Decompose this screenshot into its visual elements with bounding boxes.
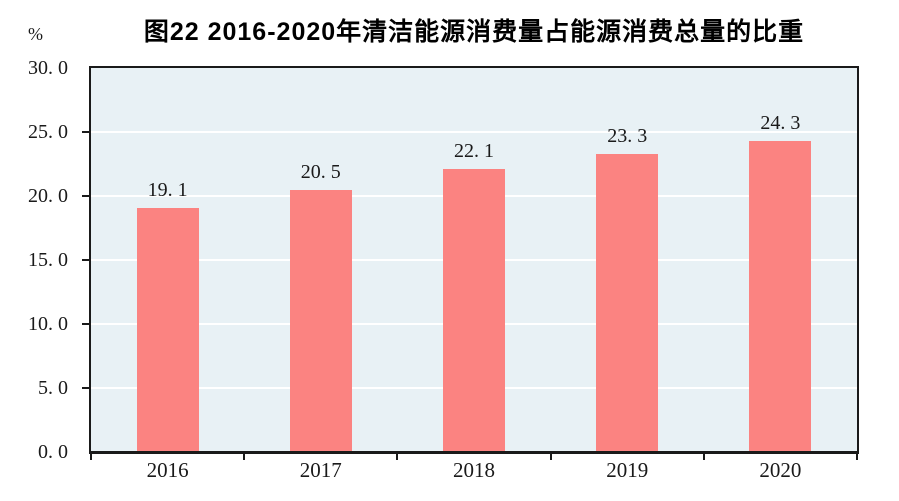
bar-2016 — [136, 207, 199, 452]
y-axis-tick-label: 30. 0 — [28, 57, 68, 79]
y-axis-unit-label: % — [28, 24, 43, 44]
y-axis-tick-label: 0. 0 — [38, 441, 68, 463]
y-axis-tick-label: 20. 0 — [28, 185, 68, 207]
x-axis-tick — [243, 452, 246, 460]
x-axis-label-2016: 2016 — [146, 458, 189, 482]
x-axis-tick — [396, 452, 399, 460]
bar-value-label: 23. 3 — [607, 124, 648, 147]
bar-value-label: 19. 1 — [147, 178, 188, 201]
plot-area: 19. 1 20. 5 22. 1 23. 3 24. 3 — [91, 68, 857, 452]
x-axis-tick — [856, 452, 858, 460]
bar-value-label: 22. 1 — [454, 140, 494, 163]
x-axis-tick — [549, 452, 552, 460]
x-axis-label-2019: 2019 — [606, 458, 649, 482]
bar-2018 — [443, 169, 505, 452]
x-axis-label-2018: 2018 — [453, 458, 495, 482]
bar-2019 — [596, 153, 659, 452]
x-axis-label-2017: 2017 — [299, 458, 342, 482]
y-axis-tick — [82, 131, 91, 133]
chart-title: 图22 2016-2020年清洁能源消费量占能源消费总量的比重 — [143, 18, 805, 46]
y-axis-tick — [82, 259, 91, 261]
y-axis-tick-label: 10. 0 — [28, 313, 68, 335]
gridline — [91, 131, 857, 133]
y-axis-tick-label: 15. 0 — [28, 249, 68, 271]
y-axis-tick — [82, 323, 91, 325]
y-axis-tick — [82, 195, 91, 197]
y-axis-tick-label: 25. 0 — [28, 121, 68, 143]
bar-2017 — [289, 189, 352, 452]
x-axis-tick — [702, 452, 705, 460]
y-axis-tick-label: 5. 0 — [38, 377, 68, 399]
x-axis-label-2020: 2020 — [759, 458, 802, 482]
bar-value-label: 24. 3 — [760, 111, 801, 134]
bar-value-label: 20. 5 — [300, 160, 341, 183]
y-axis-tick — [82, 387, 91, 389]
bar-2020 — [749, 140, 812, 452]
x-axis-tick — [90, 452, 92, 460]
